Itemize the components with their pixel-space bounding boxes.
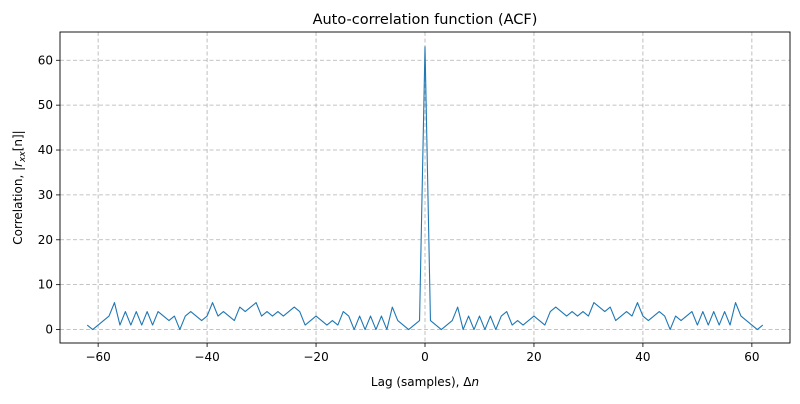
y-axis-title-r: r [11, 161, 25, 167]
y-axis-title-prefix: Correlation, | [11, 167, 25, 245]
y-tick-label: 0 [45, 323, 53, 337]
x-tick-label: 20 [526, 350, 541, 364]
x-tick-label: 60 [744, 350, 759, 364]
x-axis-title-var: n [471, 375, 479, 389]
x-axis-title-prefix: Lag (samples), Δ [371, 375, 472, 389]
series-layer [86, 46, 764, 331]
x-tick-label: −60 [85, 350, 110, 364]
y-tick-label: 40 [38, 143, 53, 157]
y-tick-label: 30 [38, 188, 53, 202]
chart-title: Auto-correlation function (ACF) [313, 12, 538, 28]
x-tick-label: −20 [303, 350, 328, 364]
grid-layer [60, 32, 790, 343]
x-tick-label: −40 [194, 350, 219, 364]
y-tick-label: 10 [38, 278, 53, 292]
acf-series-line [86, 46, 764, 331]
y-axis-title: Correlation, |rxx[n]| [11, 130, 28, 244]
y-tick-label: 50 [38, 98, 53, 112]
y-tick-label: 60 [38, 53, 53, 67]
y-axis-title-sub: xx [18, 151, 28, 163]
y-axis-title-bracket: [n]| [11, 130, 25, 151]
x-tick-label: 0 [421, 350, 429, 364]
x-axis-title: Lag (samples), Δn [371, 375, 479, 389]
y-tick-label: 20 [38, 233, 53, 247]
tick-layer: −60 −40 −20 0 20 40 60 0 10 20 30 40 50 60 [38, 53, 760, 364]
x-tick-label: 40 [635, 350, 650, 364]
